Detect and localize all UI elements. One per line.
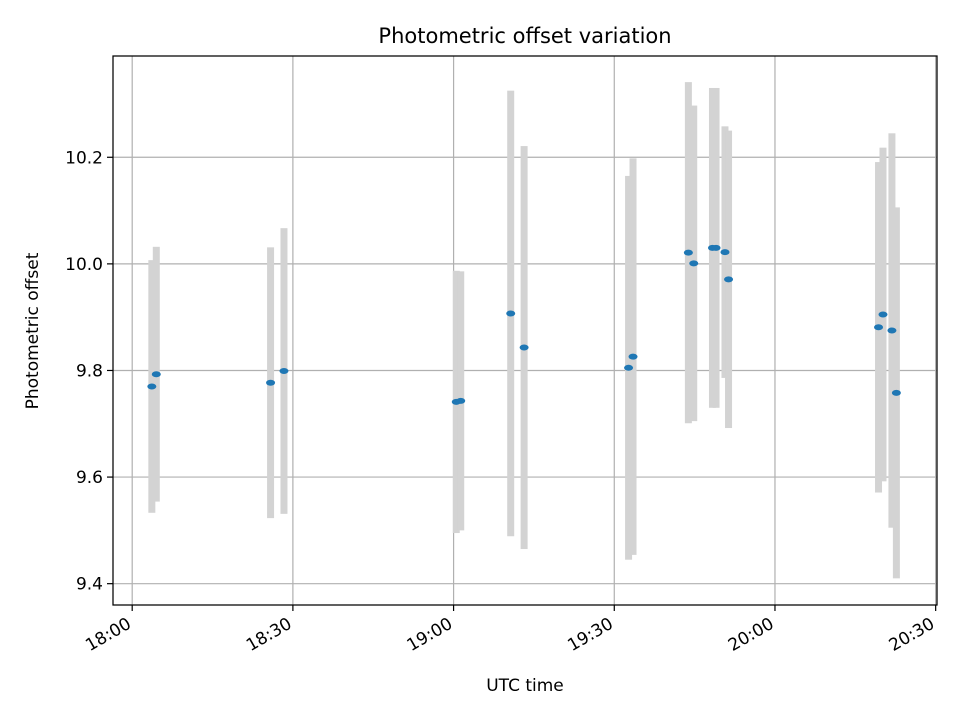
y-axis-title: Photometric offset — [23, 252, 43, 409]
data-point — [624, 364, 634, 371]
data-point — [720, 249, 730, 256]
data-point — [711, 244, 721, 251]
data-point — [456, 397, 466, 404]
y-tick-label: 9.4 — [76, 575, 103, 595]
data-point — [279, 368, 289, 375]
data-point — [266, 379, 276, 386]
data-point — [506, 310, 516, 317]
data-point — [878, 311, 888, 318]
data-point — [519, 344, 529, 351]
data-point — [683, 249, 693, 256]
chart-title: Photometric offset variation — [378, 24, 671, 48]
y-tick-label: 9.6 — [76, 468, 103, 488]
y-tick-label: 10.2 — [65, 148, 103, 168]
y-tick-label: 10.0 — [65, 255, 103, 275]
data-point — [891, 389, 901, 396]
data-point — [887, 327, 897, 334]
data-point — [874, 324, 884, 331]
data-point — [628, 353, 638, 360]
plot-area-frame — [112, 55, 938, 606]
data-point — [689, 260, 699, 267]
data-markers — [147, 244, 901, 405]
data-point — [151, 371, 161, 378]
data-point — [724, 276, 734, 283]
x-axis-title: UTC time — [486, 676, 564, 696]
data-point — [147, 383, 157, 390]
y-tick-label: 9.8 — [76, 361, 103, 381]
